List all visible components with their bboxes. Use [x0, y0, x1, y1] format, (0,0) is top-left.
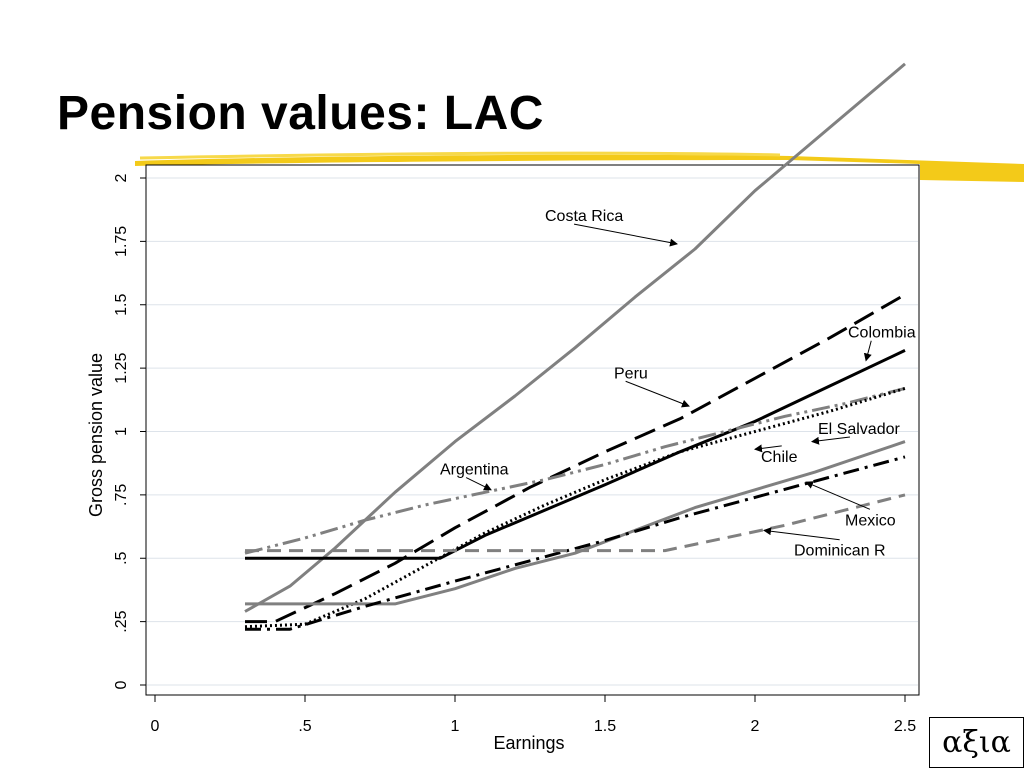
gridlines — [147, 177, 918, 686]
x-axis-label: Earnings — [493, 733, 564, 753]
annotation-label: El Salvador — [818, 421, 900, 438]
x-tick-label: 1 — [451, 718, 460, 735]
y-tick-label: 1.25 — [113, 352, 130, 383]
annotation-label: Colombia — [848, 325, 916, 342]
x-tick-label: 1.5 — [594, 718, 616, 735]
annotation-label: Dominican R — [794, 543, 886, 560]
annotation-arrow — [754, 444, 782, 453]
y-axis: 0 .25 .5 .75 1 1.25 1.5 1.75 2 — [113, 165, 147, 695]
annotation-arrow — [811, 436, 851, 445]
annotation-label: Argentina — [440, 462, 509, 479]
annotation-label: Mexico — [845, 512, 896, 529]
x-tick-label: 2.5 — [894, 718, 916, 735]
annotation-arrow — [805, 481, 871, 510]
series-annotations: Costa Rica Colombia Peru El Salvador Chile Ar… — [440, 208, 916, 560]
annotation-label: Costa Rica — [545, 208, 623, 225]
y-tick-label: .5 — [113, 551, 130, 564]
series-line-costa-rica — [244, 62, 906, 613]
x-tick-label: 0 — [151, 718, 160, 735]
y-tick-label: 1.5 — [113, 294, 130, 316]
annotation-arrow — [573, 223, 678, 247]
annotation-label: Peru — [614, 365, 648, 382]
y-tick-label: 1.75 — [113, 226, 130, 257]
annotation-arrow — [465, 477, 492, 491]
y-tick-label: 2 — [113, 173, 130, 182]
x-tick-label: 2 — [751, 718, 760, 735]
x-axis: 0 .5 1 1.5 2 2.5 — [151, 694, 916, 735]
series-line-chile — [245, 440, 906, 606]
y-tick-label: .25 — [113, 610, 130, 632]
series-line-dominican-r — [245, 493, 906, 553]
annotation-label: Chile — [761, 449, 798, 466]
y-tick-label: 1 — [113, 427, 130, 436]
logo-box: αξια — [929, 717, 1024, 768]
annotation-arrow — [863, 340, 872, 362]
series-line-mexico — [245, 455, 906, 631]
series-lines — [244, 62, 906, 631]
slide-title: Pension values: LAC — [57, 87, 544, 140]
x-tick-label: .5 — [298, 718, 311, 735]
plot-area — [145, 164, 920, 696]
y-tick-label: .75 — [113, 484, 130, 506]
annotation-arrow — [625, 380, 690, 408]
annotation-arrow — [763, 527, 840, 541]
y-axis-label: Gross pension value — [86, 353, 106, 517]
title-highlight — [135, 151, 1024, 182]
y-tick-label: 0 — [113, 680, 130, 689]
